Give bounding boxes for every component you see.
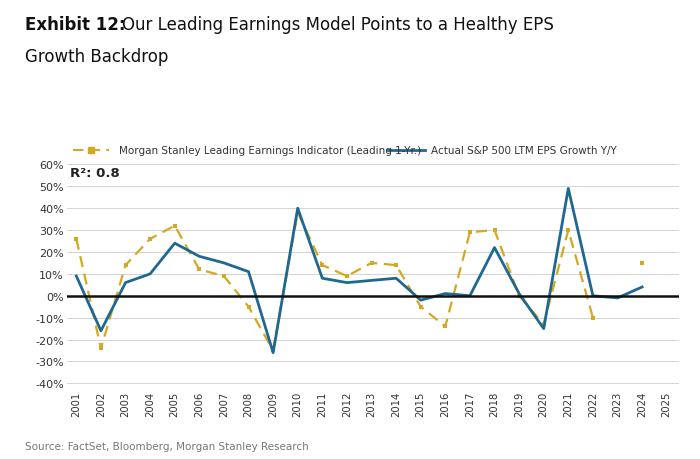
- Morgan Stanley Leading Earnings Indicator (Leading 1-Yr.): [589, 315, 597, 321]
- Actual S&P 500 LTM EPS Growth Y/Y: [490, 245, 498, 251]
- Actual S&P 500 LTM EPS Growth Y/Y: [97, 328, 105, 334]
- Morgan Stanley Leading Earnings Indicator (Leading 1-Yr.): [244, 304, 253, 310]
- Line: Actual S&P 500 LTM EPS Growth Y/Y: Actual S&P 500 LTM EPS Growth Y/Y: [76, 189, 642, 353]
- Morgan Stanley Leading Earnings Indicator (Leading 1-Yr.): [392, 263, 400, 268]
- Actual S&P 500 LTM EPS Growth Y/Y: [220, 261, 228, 266]
- Morgan Stanley Leading Earnings Indicator (Leading 1-Yr.): [171, 224, 179, 229]
- Text: Our Leading Earnings Model Points to a Healthy EPS: Our Leading Earnings Model Points to a H…: [122, 16, 554, 34]
- Morgan Stanley Leading Earnings Indicator (Leading 1-Yr.): [195, 267, 204, 273]
- Morgan Stanley Leading Earnings Indicator (Leading 1-Yr.): [343, 274, 351, 279]
- Actual S&P 500 LTM EPS Growth Y/Y: [441, 291, 449, 297]
- Morgan Stanley Leading Earnings Indicator (Leading 1-Yr.): [318, 263, 326, 268]
- Actual S&P 500 LTM EPS Growth Y/Y: [638, 285, 646, 290]
- Actual S&P 500 LTM EPS Growth Y/Y: [564, 186, 573, 192]
- Morgan Stanley Leading Earnings Indicator (Leading 1-Yr.): [97, 346, 105, 351]
- Morgan Stanley Leading Earnings Indicator (Leading 1-Yr.): [490, 228, 498, 233]
- Actual S&P 500 LTM EPS Growth Y/Y: [392, 276, 400, 281]
- Actual S&P 500 LTM EPS Growth Y/Y: [146, 271, 154, 277]
- Actual S&P 500 LTM EPS Growth Y/Y: [293, 206, 302, 212]
- Actual S&P 500 LTM EPS Growth Y/Y: [269, 350, 277, 356]
- Actual S&P 500 LTM EPS Growth Y/Y: [515, 291, 524, 297]
- Actual S&P 500 LTM EPS Growth Y/Y: [171, 241, 179, 246]
- Actual S&P 500 LTM EPS Growth Y/Y: [121, 280, 130, 286]
- Text: Exhibit 12:: Exhibit 12:: [25, 16, 125, 34]
- Text: Source: FactSet, Bloomberg, Morgan Stanley Research: Source: FactSet, Bloomberg, Morgan Stanl…: [25, 441, 308, 451]
- Morgan Stanley Leading Earnings Indicator (Leading 1-Yr.): [638, 261, 646, 266]
- Morgan Stanley Leading Earnings Indicator (Leading 1-Yr.): [146, 236, 154, 242]
- Text: R²: 0.8: R²: 0.8: [69, 166, 119, 179]
- Text: Morgan Stanley Leading Earnings Indicator (Leading 1-Yr.): Morgan Stanley Leading Earnings Indicato…: [118, 146, 421, 156]
- Actual S&P 500 LTM EPS Growth Y/Y: [72, 274, 80, 279]
- Actual S&P 500 LTM EPS Growth Y/Y: [343, 280, 351, 286]
- Morgan Stanley Leading Earnings Indicator (Leading 1-Yr.): [540, 322, 548, 327]
- Actual S&P 500 LTM EPS Growth Y/Y: [195, 254, 204, 259]
- Morgan Stanley Leading Earnings Indicator (Leading 1-Yr.): [72, 236, 80, 242]
- Text: Growth Backdrop: Growth Backdrop: [25, 48, 168, 66]
- Actual S&P 500 LTM EPS Growth Y/Y: [589, 293, 597, 299]
- Morgan Stanley Leading Earnings Indicator (Leading 1-Yr.): [441, 324, 449, 330]
- Morgan Stanley Leading Earnings Indicator (Leading 1-Yr.): [466, 230, 474, 235]
- Morgan Stanley Leading Earnings Indicator (Leading 1-Yr.): [564, 228, 573, 233]
- Actual S&P 500 LTM EPS Growth Y/Y: [244, 269, 253, 275]
- Actual S&P 500 LTM EPS Growth Y/Y: [466, 293, 474, 299]
- Morgan Stanley Leading Earnings Indicator (Leading 1-Yr.): [269, 348, 277, 353]
- Morgan Stanley Leading Earnings Indicator (Leading 1-Yr.): [515, 293, 524, 299]
- Morgan Stanley Leading Earnings Indicator (Leading 1-Yr.): [368, 261, 376, 266]
- Actual S&P 500 LTM EPS Growth Y/Y: [540, 326, 548, 331]
- Morgan Stanley Leading Earnings Indicator (Leading 1-Yr.): [220, 274, 228, 279]
- Morgan Stanley Leading Earnings Indicator (Leading 1-Yr.): [416, 304, 425, 310]
- Actual S&P 500 LTM EPS Growth Y/Y: [368, 278, 376, 284]
- Morgan Stanley Leading Earnings Indicator (Leading 1-Yr.): [121, 263, 130, 268]
- Actual S&P 500 LTM EPS Growth Y/Y: [613, 296, 622, 301]
- Actual S&P 500 LTM EPS Growth Y/Y: [318, 276, 326, 281]
- Line: Morgan Stanley Leading Earnings Indicator (Leading 1-Yr.): Morgan Stanley Leading Earnings Indicato…: [75, 211, 644, 353]
- Actual S&P 500 LTM EPS Growth Y/Y: [416, 298, 425, 303]
- Morgan Stanley Leading Earnings Indicator (Leading 1-Yr.): [293, 210, 302, 216]
- Text: Actual S&P 500 LTM EPS Growth Y/Y: Actual S&P 500 LTM EPS Growth Y/Y: [431, 146, 617, 156]
